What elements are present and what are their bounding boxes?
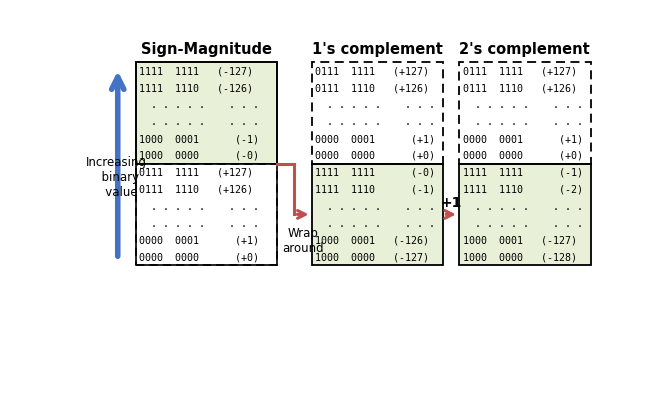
Text: 1111  1111   (-127): 1111 1111 (-127) — [139, 66, 253, 76]
Text: Increasing
  binary
   value: Increasing binary value — [86, 156, 147, 199]
Text: 0000  0000      (+0): 0000 0000 (+0) — [316, 151, 436, 161]
Text: 0111  1111   (+127): 0111 1111 (+127) — [139, 168, 253, 178]
Bar — [459, 62, 591, 163]
Text: 1000  0000      (-0): 1000 0000 (-0) — [139, 151, 259, 161]
Text: 1000  0001   (-127): 1000 0001 (-127) — [463, 236, 577, 246]
Text: . . . . .    . . .: . . . . . . . . — [139, 117, 259, 127]
Text: 1000  0001   (-126): 1000 0001 (-126) — [316, 236, 430, 246]
Text: 0111  1111   (+127): 0111 1111 (+127) — [463, 66, 577, 76]
Text: 0111  1110   (+126): 0111 1110 (+126) — [139, 185, 253, 195]
Text: 0000  0001      (+1): 0000 0001 (+1) — [463, 134, 583, 144]
Bar — [312, 62, 444, 163]
Text: 0111  1111   (+127): 0111 1111 (+127) — [316, 66, 430, 76]
Text: 1111  1111      (-1): 1111 1111 (-1) — [463, 168, 583, 178]
Text: 0000  0001      (+1): 0000 0001 (+1) — [316, 134, 436, 144]
Text: . . . . .    . . .: . . . . . . . . — [139, 100, 259, 110]
Text: 1111  1110   (-126): 1111 1110 (-126) — [139, 83, 253, 93]
Text: . . . . .    . . .: . . . . . . . . — [463, 117, 583, 127]
Text: Wrap
around: Wrap around — [282, 227, 324, 255]
Text: 1000  0000   (-127): 1000 0000 (-127) — [316, 252, 430, 262]
Text: . . . . .    . . .: . . . . . . . . — [463, 219, 583, 229]
Text: 0111  1110   (+126): 0111 1110 (+126) — [463, 83, 577, 93]
Text: . . . . .    . . .: . . . . . . . . — [139, 202, 259, 212]
Bar — [312, 163, 444, 265]
Text: 0000  0000      (+0): 0000 0000 (+0) — [463, 151, 583, 161]
Bar — [135, 62, 277, 163]
Bar — [135, 62, 277, 265]
Text: 1111  1110      (-1): 1111 1110 (-1) — [316, 185, 436, 195]
Bar — [459, 163, 591, 265]
Text: . . . . .    . . .: . . . . . . . . — [463, 202, 583, 212]
Text: 0111  1110   (+126): 0111 1110 (+126) — [316, 83, 430, 93]
Text: . . . . .    . . .: . . . . . . . . — [316, 100, 436, 110]
Text: . . . . .    . . .: . . . . . . . . — [316, 219, 436, 229]
Text: . . . . .    . . .: . . . . . . . . — [463, 100, 583, 110]
Text: Sign-Magnitude: Sign-Magnitude — [141, 42, 272, 57]
Text: 0000  0000      (+0): 0000 0000 (+0) — [139, 252, 259, 262]
Text: 1's complement: 1's complement — [312, 42, 443, 57]
Text: +1: +1 — [440, 196, 461, 210]
Text: 1000  0000   (-128): 1000 0000 (-128) — [463, 252, 577, 262]
Text: 0000  0001      (+1): 0000 0001 (+1) — [139, 236, 259, 246]
Text: 1111  1111      (-0): 1111 1111 (-0) — [316, 168, 436, 178]
Text: . . . . .    . . .: . . . . . . . . — [316, 202, 436, 212]
Bar — [135, 163, 277, 265]
Text: . . . . .    . . .: . . . . . . . . — [139, 219, 259, 229]
Text: 2's complement: 2's complement — [459, 42, 590, 57]
Text: . . . . .    . . .: . . . . . . . . — [316, 117, 436, 127]
Text: 1000  0001      (-1): 1000 0001 (-1) — [139, 134, 259, 144]
Text: 1111  1110      (-2): 1111 1110 (-2) — [463, 185, 583, 195]
